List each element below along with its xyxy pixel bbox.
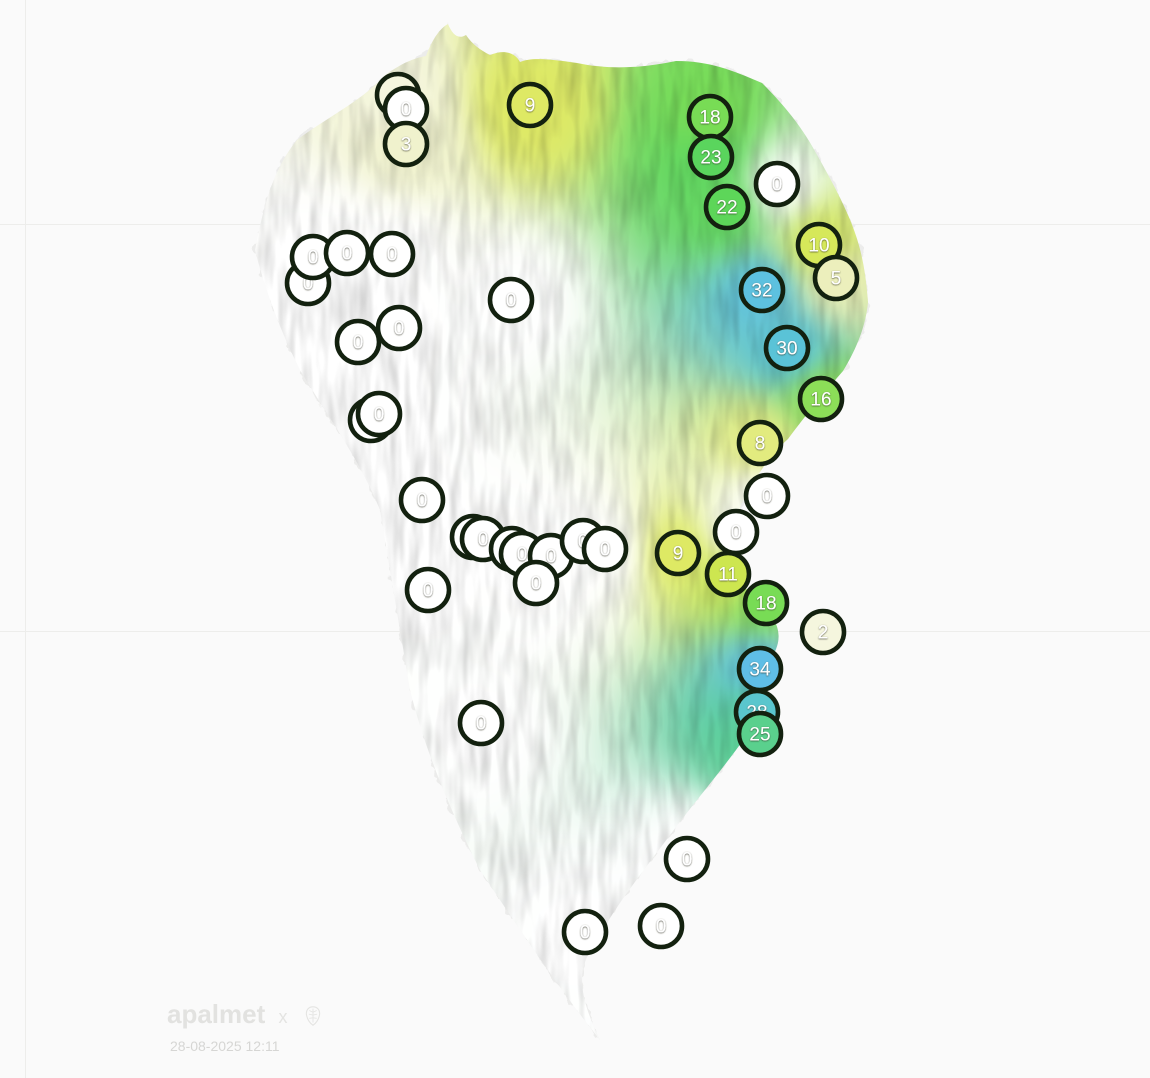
svg-text:0: 0: [580, 923, 591, 944]
svg-text:0: 0: [478, 530, 489, 551]
svg-text:0: 0: [476, 714, 487, 735]
svg-text:0: 0: [731, 523, 742, 544]
svg-text:0: 0: [342, 244, 353, 265]
svg-text:23: 23: [700, 148, 721, 169]
svg-text:0: 0: [506, 291, 517, 312]
svg-text:11: 11: [718, 565, 738, 586]
svg-text:2: 2: [818, 623, 829, 644]
svg-text:5: 5: [831, 269, 842, 290]
svg-text:0: 0: [417, 491, 428, 512]
svg-text:9: 9: [525, 96, 536, 117]
svg-text:32: 32: [751, 281, 772, 302]
svg-text:22: 22: [716, 198, 737, 219]
svg-text:9: 9: [673, 544, 684, 565]
svg-text:0: 0: [353, 333, 364, 354]
svg-text:25: 25: [749, 725, 770, 746]
svg-text:0: 0: [531, 574, 542, 595]
svg-text:0: 0: [772, 175, 783, 196]
svg-text:18: 18: [755, 594, 776, 615]
svg-text:0: 0: [401, 100, 412, 121]
svg-text:3: 3: [401, 135, 412, 156]
svg-text:0: 0: [600, 540, 611, 561]
svg-text:0: 0: [387, 245, 398, 266]
svg-text:34: 34: [749, 660, 771, 681]
svg-text:16: 16: [810, 390, 831, 411]
svg-text:0: 0: [762, 487, 773, 508]
svg-text:10: 10: [808, 236, 829, 257]
svg-text:0: 0: [423, 581, 434, 602]
svg-text:18: 18: [699, 108, 720, 129]
svg-text:0: 0: [394, 319, 405, 340]
svg-text:0: 0: [682, 850, 693, 871]
svg-text:8: 8: [755, 434, 766, 455]
svg-text:0: 0: [308, 248, 319, 269]
svg-text:0: 0: [374, 405, 385, 426]
svg-text:30: 30: [776, 339, 797, 360]
svg-text:0: 0: [656, 917, 667, 938]
